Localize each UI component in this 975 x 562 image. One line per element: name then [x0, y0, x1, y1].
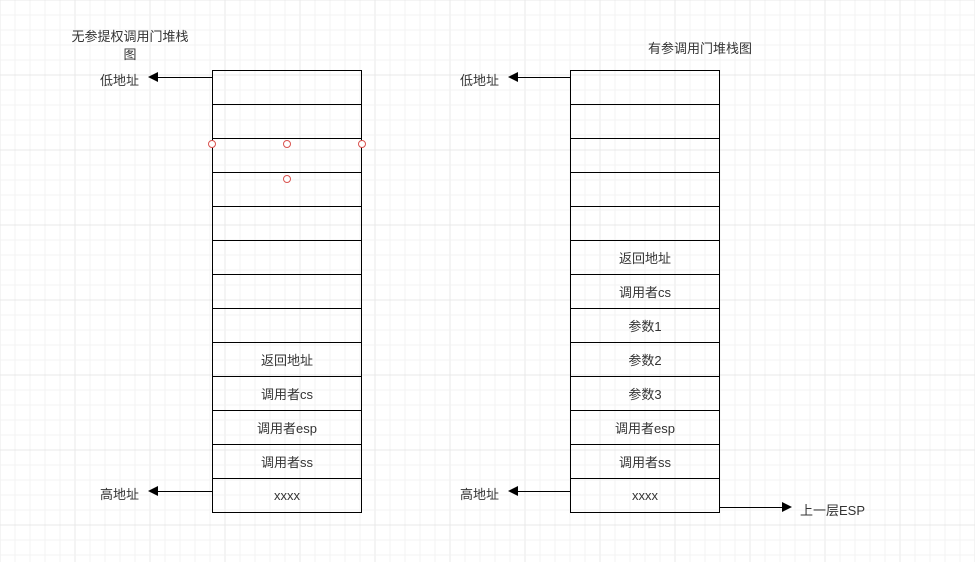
left-low-address-label: 低地址 — [100, 70, 139, 89]
selection-handle[interactable] — [283, 140, 291, 148]
stack-cell — [570, 206, 720, 241]
stack-cell: 返回地址 — [212, 342, 362, 377]
right-title: 有参调用门堆栈图 — [620, 40, 780, 58]
stack-cell: 调用者cs — [212, 376, 362, 411]
right-high-arrow — [510, 491, 570, 492]
right-esp-arrow — [720, 507, 790, 508]
stack-cell: 调用者ss — [570, 444, 720, 479]
stack-cell: 参数2 — [570, 342, 720, 377]
right-low-arrow — [510, 77, 570, 78]
stack-cell — [212, 206, 362, 241]
left-high-arrow — [150, 491, 212, 492]
right-esp-arrow-head — [782, 502, 792, 512]
stack-cell: 参数1 — [570, 308, 720, 343]
left-high-address-label: 高地址 — [100, 484, 139, 503]
right-low-arrow-head — [508, 72, 518, 82]
left-low-arrow-head — [148, 72, 158, 82]
stack-cell: xxxx — [212, 478, 362, 513]
stack-cell — [212, 274, 362, 309]
stack-cell — [212, 308, 362, 343]
stack-cell — [570, 138, 720, 173]
stack-cell — [570, 172, 720, 207]
stack-cell: 调用者ss — [212, 444, 362, 479]
left-stack: 返回地址调用者cs调用者esp调用者ssxxxx — [212, 70, 362, 513]
right-esp-label: 上一层ESP — [800, 500, 865, 519]
left-low-arrow — [150, 77, 212, 78]
stack-cell — [212, 240, 362, 275]
right-low-address-label: 低地址 — [460, 70, 499, 89]
stack-cell: 调用者esp — [570, 410, 720, 445]
stack-cell — [212, 104, 362, 139]
left-high-arrow-head — [148, 486, 158, 496]
stack-cell — [212, 70, 362, 105]
stack-cell: 返回地址 — [570, 240, 720, 275]
stack-cell: 调用者cs — [570, 274, 720, 309]
selection-handle[interactable] — [283, 175, 291, 183]
stack-cell: 参数3 — [570, 376, 720, 411]
stack-cell — [570, 70, 720, 105]
stack-cell: xxxx — [570, 478, 720, 513]
right-high-arrow-head — [508, 486, 518, 496]
right-high-address-label: 高地址 — [460, 484, 499, 503]
stack-cell — [570, 104, 720, 139]
right-stack: 返回地址调用者cs参数1参数2参数3调用者esp调用者ssxxxx — [570, 70, 720, 513]
selection-handle[interactable] — [358, 140, 366, 148]
selection-handle[interactable] — [208, 140, 216, 148]
stack-cell: 调用者esp — [212, 410, 362, 445]
left-title: 无参提权调用门堆栈 图 — [60, 28, 200, 64]
